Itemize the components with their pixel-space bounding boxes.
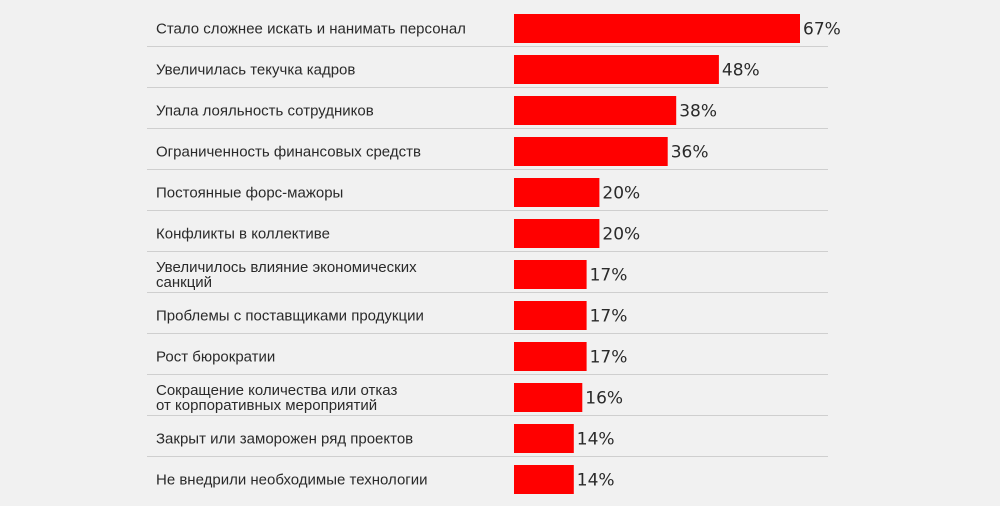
category-label: Не внедрили необходимые технологии: [156, 472, 428, 489]
value-label: 20%: [602, 225, 640, 245]
category-label: Закрыт или заморожен ряд проектов: [156, 431, 413, 448]
bar: [514, 219, 600, 248]
bar: [514, 178, 600, 207]
category-label: Упала лояльность сотрудников: [156, 103, 374, 120]
value-label: 17%: [590, 348, 628, 368]
category-label: Увеличилось влияние экономических санкций: [156, 259, 417, 291]
category-label: Ограниченность финансовых средств: [156, 144, 421, 161]
value-label: 67%: [803, 20, 841, 40]
bar: [514, 383, 583, 412]
bar: [514, 96, 677, 125]
category-label: Сокращение количества или отказ от корпор…: [156, 382, 397, 414]
bar: [514, 465, 574, 494]
value-label: 17%: [590, 307, 628, 327]
bar: [514, 137, 668, 166]
value-label: 14%: [577, 430, 615, 450]
category-label: Проблемы с поставщиками продукции: [156, 308, 424, 325]
bar: [514, 14, 800, 43]
bar: [514, 424, 574, 453]
category-label: Постоянные форс-мажоры: [156, 185, 343, 202]
value-label: 17%: [590, 266, 628, 286]
value-label: 38%: [679, 102, 717, 122]
value-label: 48%: [722, 61, 760, 81]
category-label: Конфликты в коллективе: [156, 226, 330, 243]
value-label: 20%: [602, 184, 640, 204]
bar: [514, 301, 587, 330]
bar: [514, 55, 719, 84]
value-label: 14%: [577, 471, 615, 491]
value-label: 36%: [671, 143, 709, 163]
bar: [514, 342, 587, 371]
category-label: Увеличилась текучка кадров: [156, 62, 355, 79]
category-label: Стало сложнее искать и нанимать персонал: [156, 21, 466, 38]
category-label: Рост бюрократии: [156, 349, 275, 366]
bar: [514, 260, 587, 289]
value-label: 16%: [585, 389, 623, 409]
